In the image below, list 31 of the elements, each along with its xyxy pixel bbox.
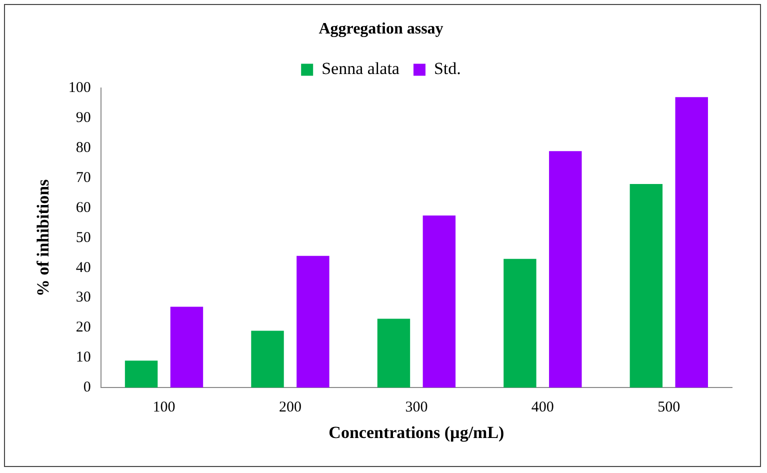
bar [504,258,536,388]
y-tick-label: 40 [76,260,91,276]
y-axis-title: % of inhibitions [34,178,53,296]
bar [675,97,708,388]
x-tick-label: 300 [405,400,428,416]
x-tick-label: 500 [658,400,680,416]
bar [251,330,284,388]
y-tick-label: 50 [76,230,91,246]
x-tick-label: 200 [278,400,302,416]
y-tick-label: 70 [76,170,91,186]
legend-label: Std. [434,59,461,78]
bar [170,306,204,388]
bar [296,256,330,388]
y-tick-label: 0 [83,380,91,396]
chart-title: Aggregation assay [318,20,444,38]
y-tick-label: 20 [76,320,91,336]
x-tick-label: 400 [531,400,554,416]
x-axis-title: Concentrations (µg/mL) [328,423,504,442]
legend-label: Senna alata [322,59,400,78]
bar [377,318,410,388]
y-tick-label: 100 [68,80,91,96]
bar [549,151,582,388]
x-tick-label: 100 [152,400,176,416]
bar [630,184,663,388]
bar [422,215,456,388]
y-tick-label: 10 [76,350,91,366]
y-tick-label: 30 [76,290,91,306]
y-tick-label: 90 [76,110,91,126]
bar [124,360,158,388]
y-tick-label: 60 [76,200,91,216]
y-tick-label: 80 [76,140,91,156]
